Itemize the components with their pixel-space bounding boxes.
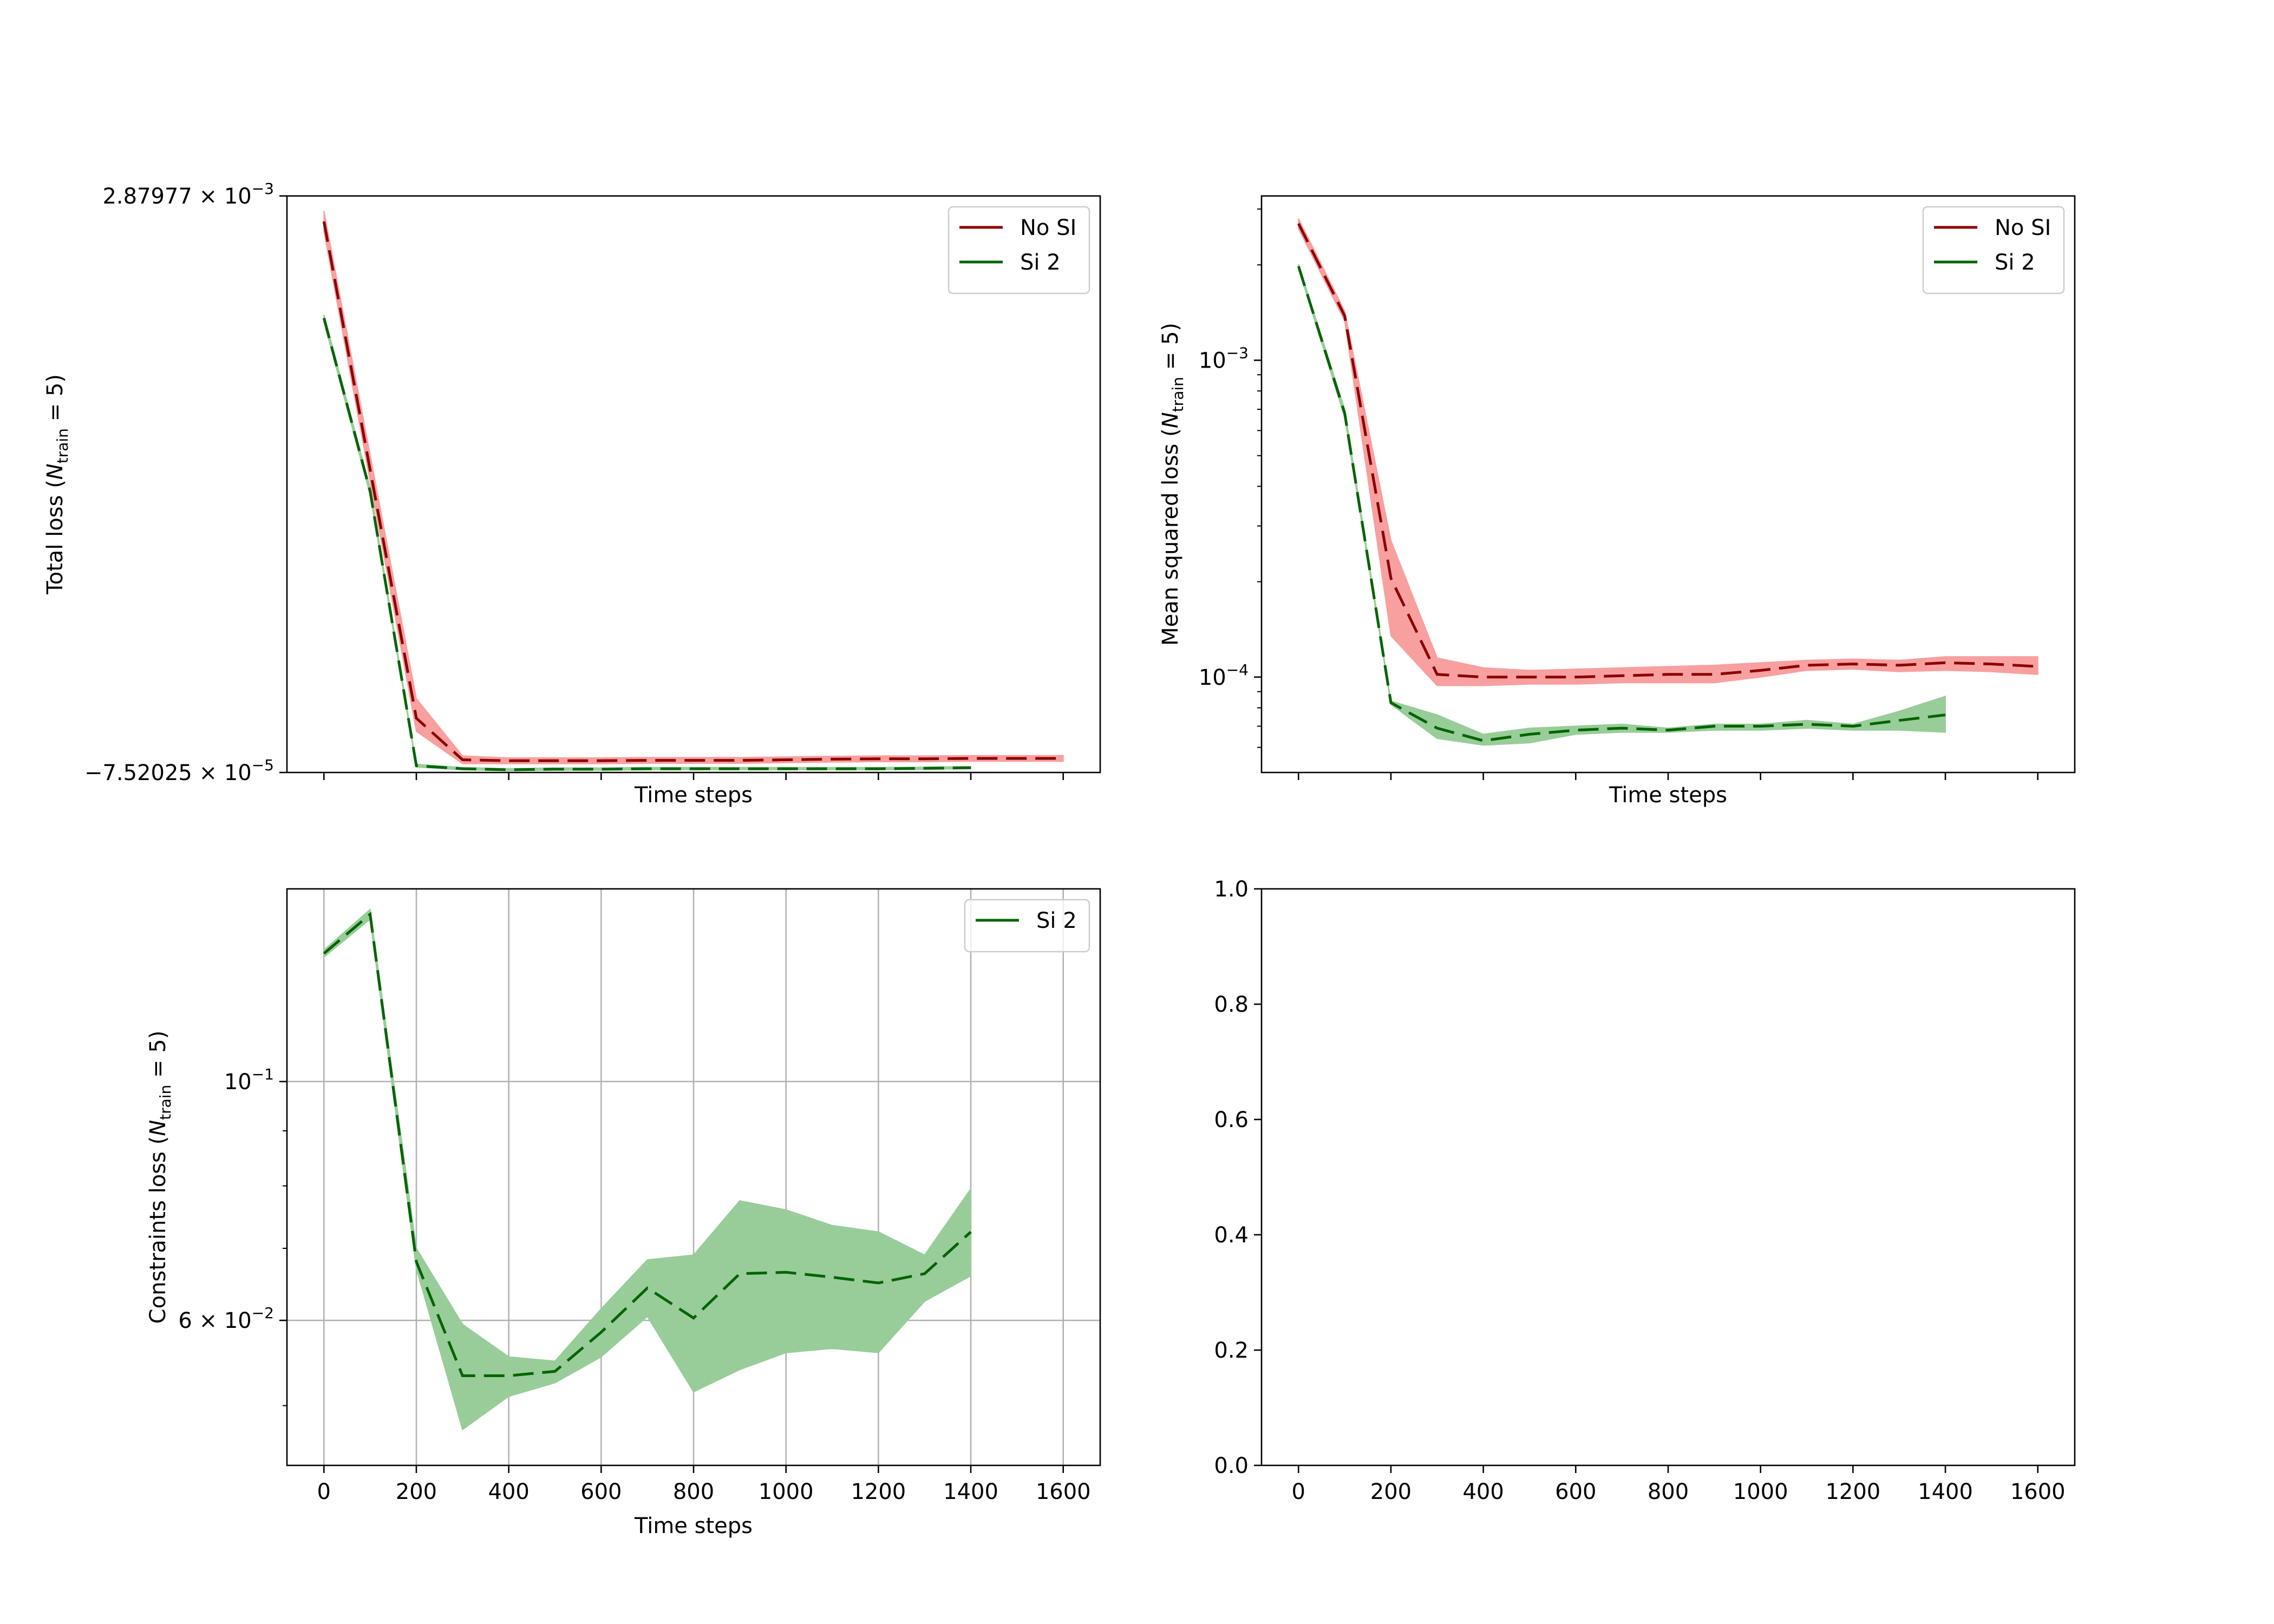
y-tick-base: 10 (224, 184, 252, 209)
y-tick-label: 0.6 (1214, 1108, 1249, 1132)
x-axis-label: Time steps (1609, 783, 1727, 808)
y-label-var: N (146, 1120, 171, 1136)
x-tick-label: 600 (580, 1479, 622, 1504)
y-label-suffix: = 5) (146, 1031, 171, 1085)
series-group (323, 908, 972, 1431)
y-label-prefix: Constraints loss ( (146, 1136, 171, 1324)
x-tick-label: 600 (1555, 1479, 1596, 1504)
y-tick-base: 10 (1199, 348, 1226, 373)
x-tick-label: 400 (488, 1479, 529, 1504)
band-no_si (323, 211, 1064, 764)
legend: No SI Si 2 (1922, 206, 2065, 294)
x-axis: Time steps (1297, 772, 2039, 808)
x-tick-label: 800 (673, 1479, 714, 1504)
y-label-var: N (1158, 412, 1183, 428)
x-axis: 0 200 400 600 800 1000 1200 1400 1600 Time steps (317, 1465, 1091, 1538)
y-label-suffix: = 5) (43, 374, 68, 428)
y-axis-label: Constraints loss (Ntrain = 5) (146, 1031, 174, 1324)
y-tick-label: 10−4 (1199, 661, 1249, 690)
y-tick-label: 0.2 (1214, 1338, 1249, 1363)
x-tick-label: 800 (1648, 1479, 1689, 1504)
y-tick-label: 1.0 (1214, 877, 1249, 902)
y-tick-mantissa: 2.87977 × (102, 184, 224, 209)
x-tick-label: 200 (396, 1479, 437, 1504)
x-tick-label: 1200 (1825, 1479, 1880, 1504)
band-si2 (1298, 264, 1946, 746)
x-tick-label: 1200 (851, 1479, 906, 1504)
y-label-suffix: = 5) (1158, 323, 1183, 377)
legend-label: No SI (1020, 215, 1076, 240)
x-axis-label: Time steps (634, 783, 753, 808)
series-group (322, 211, 1064, 771)
y-axis: 0.0 0.2 0.4 0.6 0.8 1.0 (1214, 877, 1262, 1478)
x-tick-label: 400 (1462, 1479, 1504, 1504)
legend-label: Si 2 (1995, 250, 2035, 275)
x-tick-label: 1400 (1918, 1479, 1973, 1504)
x-tick-label: 1400 (943, 1479, 998, 1504)
y-tick-exponent: −2 (252, 1304, 274, 1322)
y-tick-exponent: −3 (1226, 344, 1249, 362)
y-label-sub: train (1169, 377, 1187, 412)
y-tick-exponent: −3 (252, 180, 274, 198)
y-tick-exponent: −1 (252, 1065, 274, 1083)
y-tick-label: 0.8 (1214, 992, 1249, 1017)
y-tick-base: 10 (1199, 665, 1226, 690)
y-label-sub: train (156, 1085, 174, 1120)
x-tick-label: 1600 (1036, 1479, 1091, 1504)
y-tick-label: 10−3 (1199, 344, 1249, 373)
y-tick-label: 10−1 (224, 1065, 274, 1095)
series-line-no_si (322, 221, 1063, 762)
legend: Si 2 (964, 899, 1090, 953)
y-tick-mantissa: −7.52025 × (84, 761, 224, 785)
series-group (1297, 218, 2038, 746)
y-tick-label: −7.52025 × 10−5 (84, 756, 274, 785)
x-tick-label: 0 (317, 1479, 331, 1504)
y-label-prefix: Total loss ( (43, 480, 68, 595)
band-no_si (1298, 218, 2038, 686)
band-si2 (323, 908, 971, 1431)
legend: No SI Si 2 (948, 206, 1090, 294)
legend-box (964, 899, 1090, 953)
y-axis-label: Mean squared loss (Ntrain = 5) (1158, 323, 1187, 646)
y-tick-base: 10 (224, 761, 252, 785)
x-axis-label: Time steps (634, 1514, 753, 1538)
panel-constraints-loss: 0 200 400 600 800 1000 1200 1400 1600 Time steps 1… (146, 888, 1101, 1538)
y-tick-mantissa: 6 × (178, 1308, 224, 1333)
y-label-prefix: Mean squared loss ( (1158, 428, 1183, 646)
panel-empty: 0 200 400 600 800 1000 1200 1400 16000.00.20.40.… (1214, 877, 2076, 1504)
x-axis: Time steps (323, 772, 1064, 808)
y-tick-exponent: −4 (1226, 661, 1249, 679)
y-tick-label: 0.0 (1214, 1453, 1249, 1478)
x-tick-label: 1000 (759, 1479, 814, 1504)
y-tick-base: 10 (224, 1070, 252, 1095)
y-tick-exponent: −5 (252, 756, 274, 774)
legend-label: Si 2 (1036, 908, 1077, 933)
x-tick-label: 0 (1292, 1479, 1305, 1504)
y-label-var: N (43, 463, 68, 480)
x-tick-label: 1000 (1733, 1479, 1788, 1504)
y-label-sub: train (54, 428, 71, 463)
x-axis: 0 200 400 600 800 1000 1200 1400 1600 (1292, 1465, 2066, 1504)
y-tick-label: 2.87977 × 10−3 (102, 180, 274, 209)
y-tick-base: 10 (224, 1308, 252, 1333)
y-axis-label: Total loss (Ntrain = 5) (43, 374, 71, 595)
y-tick-label: 0.4 (1214, 1223, 1249, 1248)
x-tick-label: 200 (1370, 1479, 1412, 1504)
legend-label: Si 2 (1020, 250, 1061, 275)
x-tick-label: 1600 (2010, 1479, 2066, 1504)
legend-label: No SI (1995, 215, 2051, 240)
y-tick-label: 6 × 10−2 (178, 1304, 274, 1333)
